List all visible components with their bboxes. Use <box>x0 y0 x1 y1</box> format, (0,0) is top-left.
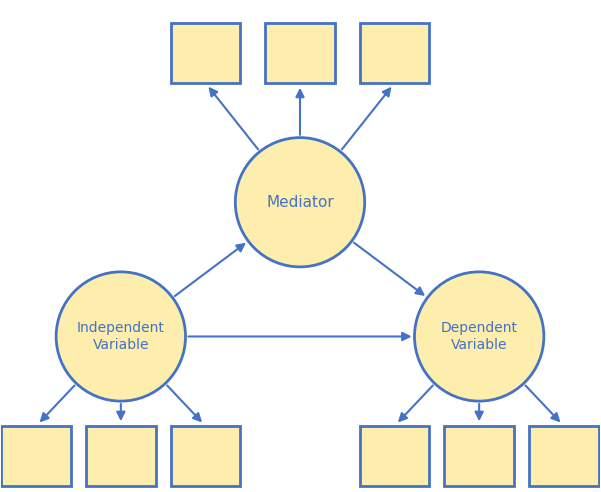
Text: Mediator: Mediator <box>266 195 334 210</box>
Circle shape <box>236 138 365 267</box>
Bar <box>360 426 429 486</box>
Text: Independent
Variable: Independent Variable <box>77 321 165 352</box>
Bar <box>529 426 599 486</box>
Bar <box>265 23 335 83</box>
Bar <box>360 23 429 83</box>
Bar <box>1 426 71 486</box>
Text: Dependent
Variable: Dependent Variable <box>441 321 517 352</box>
Bar <box>171 426 240 486</box>
Bar <box>86 426 156 486</box>
Circle shape <box>56 272 186 401</box>
Bar <box>171 23 240 83</box>
Bar <box>444 426 514 486</box>
Circle shape <box>415 272 544 401</box>
